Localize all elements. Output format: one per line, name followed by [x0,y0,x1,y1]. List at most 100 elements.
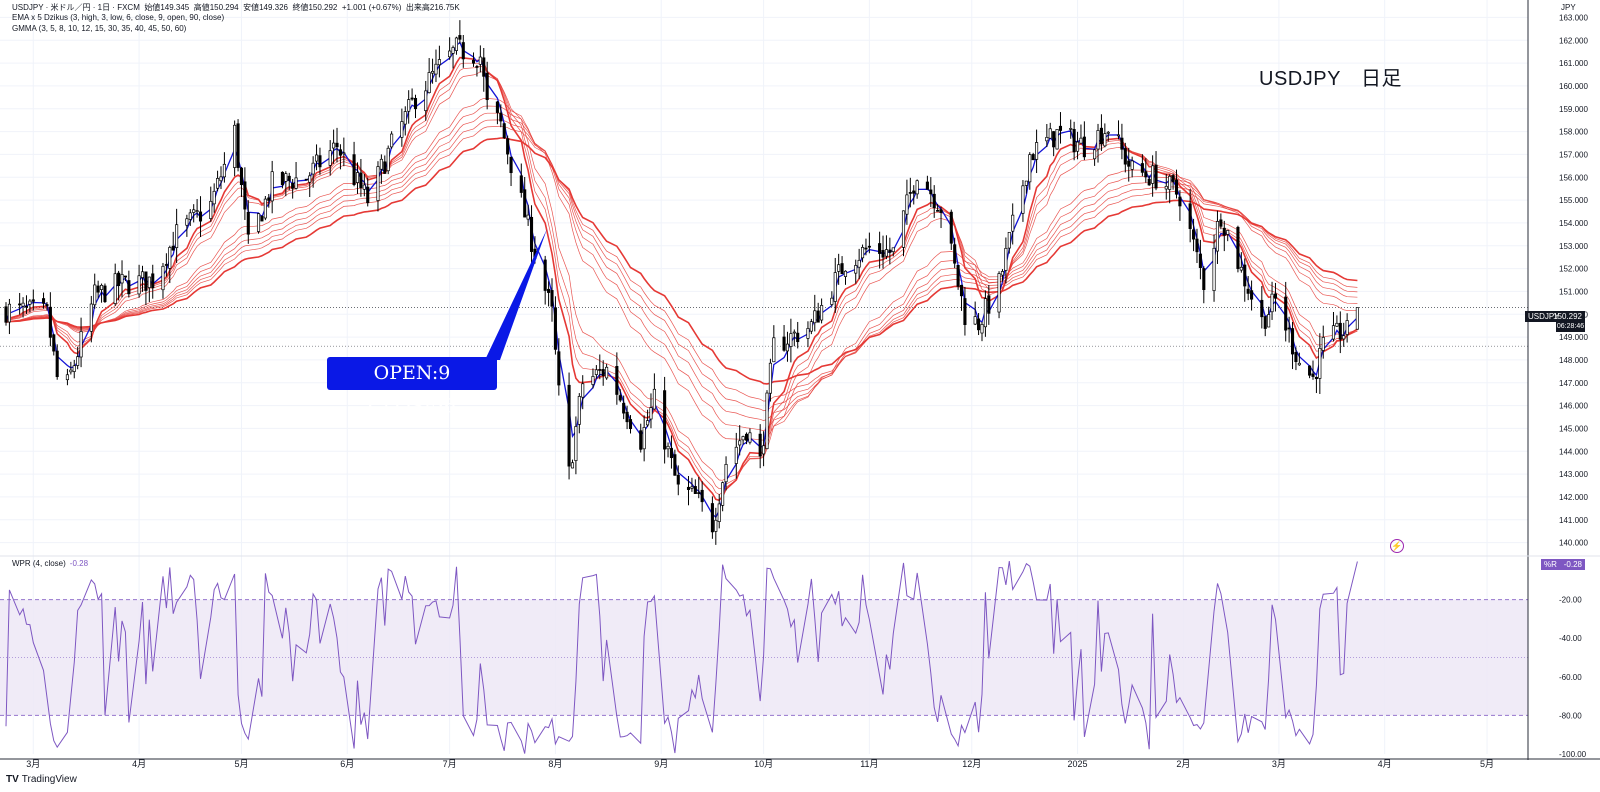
candle-body [782,336,786,351]
candle [601,360,605,386]
candle [816,302,820,323]
candle [738,425,742,456]
candle-body [690,486,694,489]
candle [308,172,312,197]
candle [400,108,404,147]
gmma-indicator-legend[interactable]: GMMA (3, 5, 8, 10, 12, 15, 30, 35, 40, 4… [12,24,187,33]
candle-body [24,305,29,308]
candle-body [403,111,407,125]
candle-body [314,154,319,162]
annotation-label[interactable]: OPEN:9 CLOSE:6 [327,357,497,417]
candle [482,48,486,92]
candle [461,35,465,68]
price-axis[interactable]: 140.000 141.000 142.000 143.000 144.000 145.0… [1559,13,1588,547]
candle-body [809,321,813,332]
price-tick-label: 144.000 [1559,447,1588,456]
candle-body [140,271,145,278]
candle-body [427,72,431,94]
candle [76,346,80,370]
candle [65,368,69,386]
candle-body [717,503,721,522]
candle-body [144,271,148,291]
candle-body [1188,203,1192,229]
candle-body [1290,328,1295,355]
time-axis[interactable]: 3月 4月 5月 6月 7月 8月 9月 10月 11月 12月 2025 2月 3月 4月 5月 [26,759,1494,769]
candle [18,292,22,315]
gmma-ema-45 [5,119,1358,412]
candle [332,129,336,164]
currency-label[interactable]: JPY [1561,3,1576,12]
wpr-legend[interactable]: WPR (4, close) -0.28 [12,559,88,568]
candle [195,199,199,218]
candle [216,170,220,192]
candle [901,210,906,257]
candle [318,147,322,175]
ohlc-close-label: 終値 [292,3,309,12]
candle-body [168,247,172,269]
candle [987,284,991,325]
candle-body [18,303,22,306]
candle-body [376,166,380,201]
candle [748,428,752,445]
candle [908,177,912,208]
candle-body [550,290,554,307]
candle-body [878,243,882,254]
candle [147,276,151,302]
candle [543,255,547,305]
candle-body [304,178,308,181]
candle-body [342,152,346,155]
candle [192,204,196,223]
candle-body [69,369,73,373]
candle-body [263,198,267,219]
symbol-ohlc-legend[interactable]: USDJPY · 米ドル／円 · 1日 · FXCM 始値149.345 高値1… [12,2,460,13]
ohlc-low-label: 安値 [243,3,260,12]
candle-body [485,72,489,101]
ema-indicator-legend[interactable]: EMA x 5 Dzikus (3, high, 3, low, 6, clos… [12,13,225,22]
candle-body [175,224,179,249]
price-tick-label: 159.000 [1559,105,1588,114]
candle [140,265,145,292]
candle [605,363,609,380]
lightning-icon[interactable]: ⚡ [1390,539,1404,553]
candle-body [973,316,977,325]
time-tick-label: 2025 [1068,759,1088,769]
candle-body [768,362,772,394]
candle-body [843,270,848,277]
candle [1082,121,1086,161]
candle [547,281,551,307]
candle [355,162,360,194]
candle [52,333,56,356]
candle [663,376,667,464]
ohlc-high-label: 高値 [193,3,210,12]
candle [669,435,673,469]
candle-body [758,433,762,457]
candle [1314,376,1318,394]
candle-body [615,365,619,395]
candle [509,156,513,187]
candle-body [1338,322,1342,340]
price-tick-label: 151.000 [1559,287,1588,296]
candle-body [270,171,274,202]
candle-body [1069,128,1073,130]
candle-body [448,50,452,58]
candle [1188,189,1192,243]
candle-body [1120,137,1124,150]
candle [342,137,346,167]
candle [744,432,749,445]
wpr-legend-title: WPR (4, close) [12,559,66,568]
candle-body [287,175,291,181]
candle-body [581,383,585,398]
candle [1052,131,1056,157]
candle-body [332,142,336,149]
candle-body [693,486,697,494]
candle-body [458,35,462,40]
tradingview-logo[interactable]: TV TradingView [6,774,77,785]
candle-body [820,305,824,321]
candle-body [413,97,418,110]
candle-body [724,464,728,483]
candle [458,20,462,44]
candle [690,477,694,492]
candle-body [772,337,776,363]
wpr-axis[interactable]: -20.00 -40.00 -60.00 -80.00 -100.00 [1559,596,1587,759]
